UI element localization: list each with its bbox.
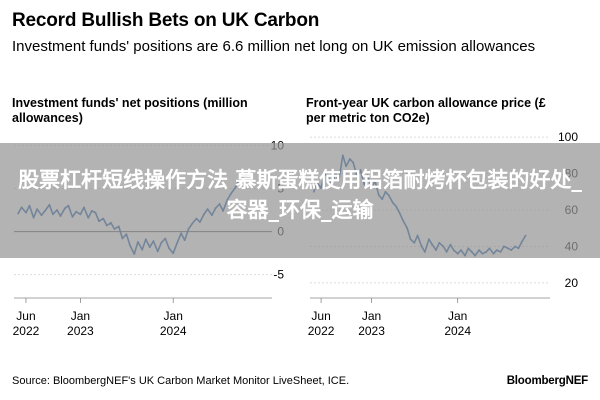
y-tick-label-1-4: 20 (565, 276, 579, 290)
x-tick-label-0-0-0: Jun (16, 309, 35, 323)
source-note: Source: BloombergNEF's UK Carbon Market … (12, 375, 350, 387)
chart-title: Record Bullish Bets on UK Carbon (12, 10, 320, 31)
x-tick-label-0-0-1: 2022 (13, 324, 40, 338)
y-tick-label-0-3: -5 (273, 268, 284, 282)
overlay-banner-text: 股票杠杆短线操作方法 慕斯蛋糕使用铝箔耐烤杯包装的好处_容器_环保_运输 (18, 168, 582, 222)
x-tick-label-1-1-0: Jan (362, 309, 381, 323)
x-tick-label-0-2-0: Jan (164, 309, 183, 323)
x-tick-label-0-1-0: Jan (71, 309, 90, 323)
chart-subtitle: Investment funds' positions are 6.6 mill… (12, 38, 536, 55)
brand-logo: BloombergNEF (506, 375, 588, 387)
y-tick-label-1-0: 100 (558, 130, 578, 144)
overlay-banner: 股票杠杆短线操作方法 慕斯蛋糕使用铝箔耐烤杯包装的好处_容器_环保_运输 (0, 143, 600, 258)
x-tick-label-0-2-1: 2024 (160, 324, 187, 338)
x-tick-label-0-1-1: 2023 (67, 324, 94, 338)
right-panel-title: Front-year UK carbon allowance price (£ … (306, 96, 546, 125)
x-tick-label-1-2-0: Jan (448, 309, 467, 323)
left-panel-title: Investment funds' net positions (million… (12, 96, 248, 125)
x-tick-label-1-1-1: 2023 (358, 324, 385, 338)
x-tick-label-1-2-1: 2024 (444, 324, 471, 338)
x-tick-label-1-0-1: 2022 (308, 324, 335, 338)
x-tick-label-1-0-0: Jun (311, 309, 330, 323)
